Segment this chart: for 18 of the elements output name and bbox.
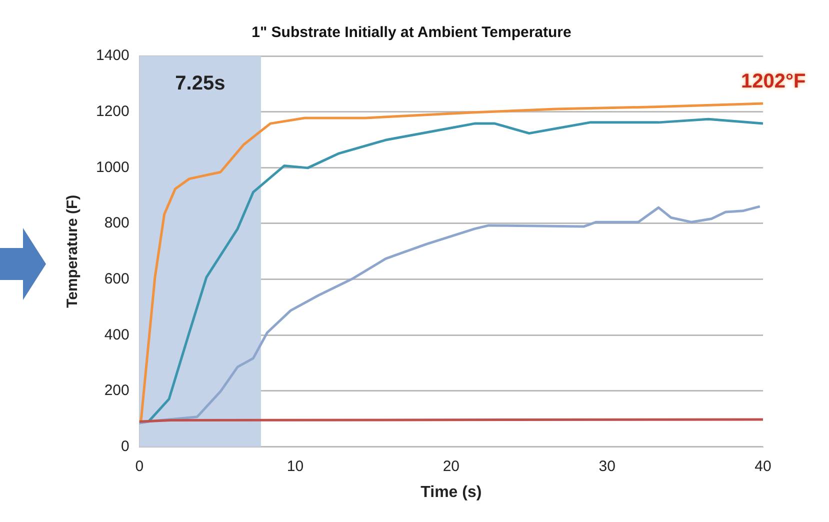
y-tick-label: 200 — [104, 382, 130, 400]
y-tick-label: 1400 — [96, 47, 130, 64]
x-axis-title: Time (s) — [420, 484, 482, 501]
chart-title: 1" Substrate Initially at Ambient Temperature — [252, 24, 572, 42]
annotation: 1202°F — [741, 70, 806, 93]
y-tick-label: 600 — [104, 270, 130, 288]
x-tick-label: 30 — [598, 458, 616, 475]
y-tick-label: 400 — [104, 326, 130, 344]
y-tick-label: 1200 — [96, 102, 130, 120]
y-tick-label: 1000 — [96, 158, 130, 176]
x-tick-label: 20 — [442, 458, 460, 475]
band-label: 7.25s — [175, 72, 226, 95]
y-tick-label: 0 — [121, 438, 130, 455]
y-tick-label: 800 — [104, 214, 130, 232]
x-tick-label: 10 — [286, 458, 304, 475]
x-tick-label: 0 — [135, 458, 144, 475]
y-axis-title: Temperature (F) — [64, 194, 82, 308]
x-tick-label: 40 — [754, 458, 772, 475]
